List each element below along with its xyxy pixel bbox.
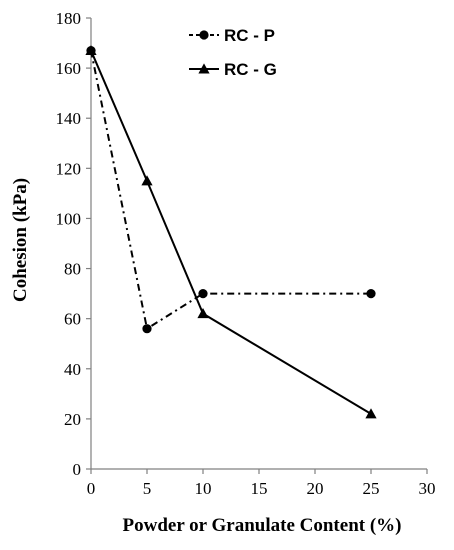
y-tick-label: 160: [56, 59, 82, 78]
data-point-rc-g: [197, 308, 209, 319]
series-rc-g: [85, 44, 377, 419]
data-point-rc-g: [141, 175, 153, 186]
x-tick-label: 15: [251, 479, 268, 498]
y-tick-label: 140: [56, 109, 82, 128]
series-line-rc-p: [90, 50, 371, 331]
data-point-rc-g: [365, 408, 377, 419]
x-tick-label: 25: [363, 479, 380, 498]
y-tick-label: 60: [64, 310, 81, 329]
data-point-rc-g: [85, 44, 97, 56]
y-tick-label: 40: [64, 360, 81, 379]
legend-marker-rc-g: [198, 63, 210, 74]
y-axis-title: Cohesion (kPa): [10, 178, 31, 302]
x-tick-label: 30: [419, 479, 436, 498]
x-tick-label: 10: [195, 479, 212, 498]
y-tick-label: 20: [64, 410, 81, 429]
series-layer: [85, 44, 377, 419]
axes: 0 20 40 60 80 100 120 140 160 180 0 5 10 15 20 25 30: [56, 9, 436, 498]
legend-label-rc-g: RC - G: [224, 60, 277, 79]
series-line-rc-g: [90, 50, 372, 415]
x-tick-label: 5: [143, 479, 152, 498]
y-tick-label: 120: [56, 159, 82, 178]
data-point-rc-p: [366, 289, 376, 299]
x-tick-label: 20: [307, 479, 324, 498]
y-tick-label: 0: [73, 460, 82, 479]
y-tick-label: 100: [56, 209, 82, 228]
data-point-rc-p: [142, 324, 152, 334]
x-axis-title: Powder or Granulate Content (%): [123, 515, 402, 536]
x-tick-label: 0: [87, 479, 96, 498]
legend-label-rc-p: RC - P: [224, 26, 275, 45]
y-tick-label: 180: [56, 9, 82, 28]
legend: RC - P RC - G: [189, 26, 277, 79]
legend-marker-rc-p: [199, 30, 209, 40]
series-rc-p: [86, 45, 376, 334]
y-tick-label: 80: [64, 260, 81, 279]
data-point-rc-p: [198, 289, 208, 299]
